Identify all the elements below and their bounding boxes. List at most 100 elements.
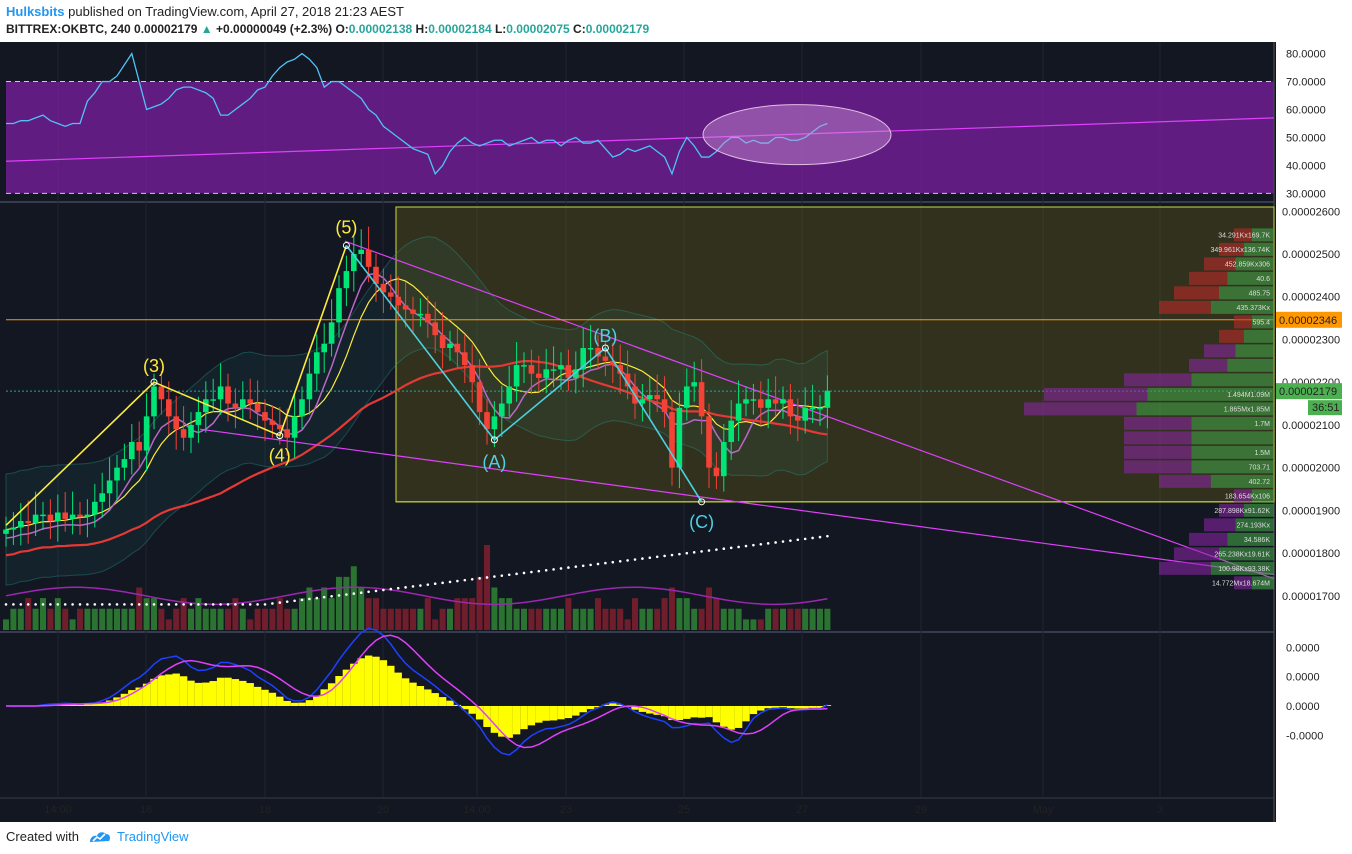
- chart-canvas[interactable]: 34.291Kx169.7K 349.961Kx136.74K 452.859Kx3…: [0, 42, 1352, 822]
- symbol-label[interactable]: BITTREX:OKBTC, 240: [6, 22, 131, 36]
- volume-profile-down: [1204, 257, 1236, 271]
- dotted-trend-point: [78, 603, 82, 606]
- wave-pivot: [490, 436, 498, 444]
- wave-pivot: [698, 498, 706, 506]
- macd-tick-label: 0.0000: [1286, 642, 1320, 654]
- volume-bar: [373, 598, 379, 630]
- dotted-trend-point: [633, 558, 637, 561]
- dotted-trend-point: [766, 542, 770, 545]
- volume-bar: [669, 587, 675, 630]
- time-tick-label: 29: [915, 804, 927, 816]
- macd-histogram-bar: [535, 705, 543, 723]
- volume-bar: [417, 608, 424, 630]
- macd-histogram-bar: [498, 705, 506, 737]
- candle-body: [639, 399, 646, 404]
- volume-bar: [432, 619, 439, 630]
- macd-histogram-bar: [742, 705, 750, 722]
- dotted-trend-point: [685, 551, 689, 555]
- volume-bar: [321, 587, 328, 630]
- volume-bar: [402, 608, 409, 630]
- macd-histogram-bar: [475, 705, 484, 720]
- volume-profile-down: [1189, 358, 1228, 372]
- dotted-trend-point: [174, 603, 178, 606]
- dotted-trend-point: [759, 542, 763, 546]
- volume-bar: [484, 545, 490, 630]
- price-tick-label: 0.00001700: [1282, 591, 1340, 603]
- low-value: 0.00002075: [506, 22, 570, 36]
- candle-body: [824, 390, 831, 408]
- price-tick-label: 0.00001800: [1282, 548, 1340, 560]
- macd-tick-label: 0.0000: [1286, 701, 1320, 713]
- volume-bar: [365, 598, 372, 630]
- volume-bar: [706, 587, 712, 630]
- dotted-trend-point: [641, 557, 644, 560]
- dotted-trend-point: [463, 578, 467, 582]
- volume-bar: [624, 619, 631, 630]
- ema-red: [5, 360, 828, 557]
- dotted-trend-point: [737, 545, 740, 549]
- volume-bar: [350, 566, 357, 630]
- dotted-trend-point: [589, 563, 592, 567]
- macd-histogram-bar: [660, 705, 669, 717]
- rsi-tick-label: 30.0000: [1286, 188, 1326, 200]
- wave-pivot: [601, 344, 609, 352]
- open-label: O:: [335, 22, 349, 36]
- volume-bar: [291, 608, 298, 630]
- wave-label: (A): [482, 452, 506, 472]
- volume-bar: [528, 608, 535, 630]
- volume-bar: [713, 598, 720, 630]
- candle-body: [92, 501, 98, 515]
- candle-body: [454, 343, 461, 353]
- volume-bar: [17, 608, 24, 630]
- volume-profile-label: 703.71: [1249, 464, 1271, 471]
- volume-bar: [617, 608, 624, 630]
- rsi-pane: [5, 52, 1275, 194]
- volume-bar: [817, 608, 823, 630]
- candle-body: [217, 386, 224, 400]
- volume-bar: [646, 608, 653, 630]
- macd-histogram-bar: [120, 693, 129, 706]
- macd-histogram-bar: [253, 686, 262, 706]
- macd-histogram-bar: [594, 705, 602, 708]
- author-name[interactable]: Hulksbits: [6, 4, 65, 19]
- low-label: L:: [494, 22, 507, 36]
- macd-histogram-bar: [320, 689, 328, 706]
- volume-profile-up: [1147, 387, 1274, 401]
- volume-bar: [772, 608, 779, 630]
- volume-profile-down: [1159, 474, 1211, 488]
- volume-bar: [572, 608, 579, 630]
- candle-body: [18, 521, 24, 528]
- dotted-trend-point: [663, 554, 666, 558]
- macd-histogram-bar: [675, 705, 684, 720]
- tradingview-link[interactable]: TradingView: [117, 829, 189, 844]
- dotted-trend-point: [26, 603, 30, 606]
- tradingview-logo-icon: [90, 832, 110, 842]
- dotted-trend-point: [478, 577, 481, 580]
- candle-body: [121, 459, 128, 468]
- resistance-price-badge: [1276, 311, 1342, 328]
- last-price-text: 0.00002179: [1279, 386, 1337, 398]
- candle-body: [106, 480, 113, 494]
- macd-histogram-bar: [557, 705, 565, 720]
- dotted-trend-point: [382, 588, 385, 592]
- candle-body: [247, 399, 253, 404]
- volume-bar: [284, 608, 291, 630]
- candle-body: [284, 429, 290, 438]
- volume-profile-label: 452.859Kx306: [1225, 261, 1270, 268]
- candle-body: [195, 412, 202, 425]
- dotted-trend-point: [618, 559, 622, 563]
- candle-body: [143, 416, 150, 451]
- dotted-trend-point: [71, 603, 74, 606]
- candle-body: [99, 493, 105, 502]
- volume-bar: [328, 598, 335, 630]
- dotted-trend-point: [367, 590, 370, 594]
- macd-histogram-bar: [394, 672, 402, 706]
- macd-histogram-bar: [113, 697, 121, 706]
- candle-body: [158, 386, 165, 400]
- close-label: C:: [573, 22, 586, 36]
- macd-histogram-bar: [720, 705, 728, 727]
- volume-bar: [106, 608, 113, 630]
- volume-bar: [580, 608, 587, 630]
- candle-body: [358, 249, 364, 254]
- macd-histogram-bar: [401, 678, 410, 706]
